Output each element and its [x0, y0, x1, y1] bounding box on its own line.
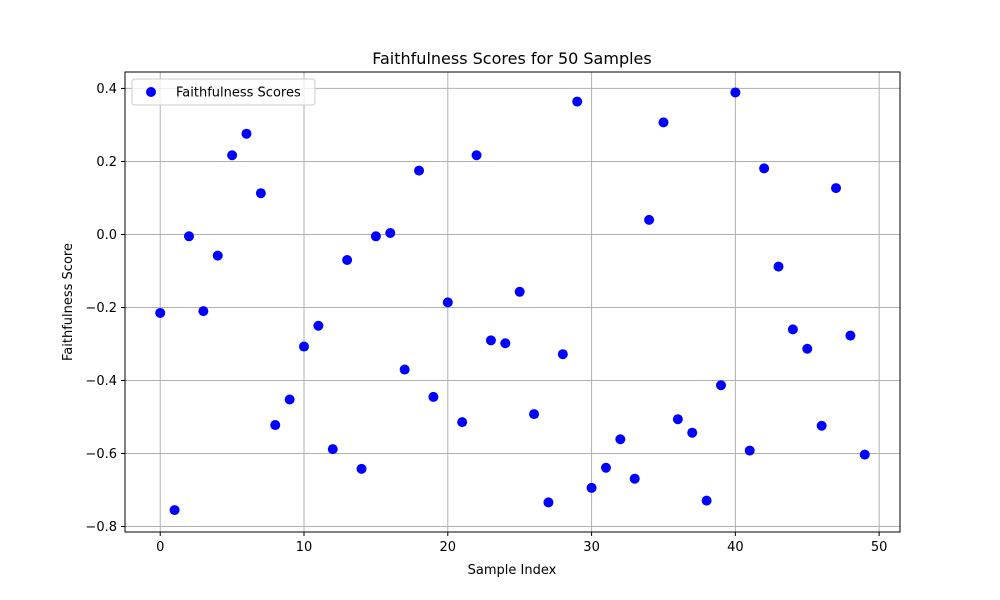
x-tick-label: 0 [156, 540, 164, 555]
data-point [629, 473, 640, 484]
data-point [356, 463, 367, 474]
data-point [701, 495, 712, 506]
x-tick-label: 30 [583, 540, 600, 555]
data-point [759, 163, 770, 174]
data-point [212, 250, 223, 261]
data-point [845, 330, 856, 341]
data-point [471, 150, 482, 161]
x-tick-label: 20 [440, 540, 457, 555]
data-point [169, 505, 180, 516]
data-point [672, 414, 683, 425]
data-point [658, 117, 669, 128]
axis-ticks: 0 10 20 30 40 50 −0.8 −0.6 −0.4 −0.2 0.0 0.2 0.4 [85, 82, 887, 555]
legend-marker [146, 87, 156, 97]
data-point [299, 341, 310, 352]
data-point [543, 497, 554, 508]
data-point [313, 320, 324, 331]
data-point [370, 231, 381, 242]
legend-box [131, 78, 316, 106]
data-point [183, 231, 194, 242]
data-point [442, 297, 453, 308]
data-point [687, 427, 698, 438]
data-points [155, 87, 870, 516]
data-point [600, 462, 611, 473]
data-point [831, 183, 842, 194]
y-tick-label: 0.4 [96, 82, 117, 97]
x-tick-label: 50 [871, 540, 888, 555]
data-point [572, 96, 583, 107]
data-point [284, 394, 295, 405]
data-point [859, 449, 870, 460]
chart-title: Faithfulness Scores for 50 Samples [372, 49, 651, 68]
data-point [198, 306, 209, 317]
y-tick-label: 0.2 [96, 155, 117, 170]
legend: Faithfulness Scores [131, 78, 316, 106]
y-tick-label: −0.6 [85, 447, 117, 462]
data-point [255, 188, 266, 199]
data-point [773, 261, 784, 272]
data-point [485, 335, 496, 346]
data-point [270, 420, 281, 431]
plot-frame [124, 71, 901, 533]
data-point [155, 307, 166, 318]
y-tick-label: −0.8 [85, 520, 117, 535]
data-point [730, 87, 741, 98]
legend-label: Faithfulness Scores [176, 86, 301, 101]
data-point [342, 255, 353, 266]
data-point [529, 409, 540, 420]
data-point [414, 165, 425, 176]
data-point [715, 380, 726, 391]
data-point [241, 128, 252, 139]
y-axis-label: Faithfulness Score [61, 243, 76, 361]
data-point [816, 420, 827, 431]
data-point [644, 214, 655, 225]
data-point [428, 391, 439, 402]
data-point [787, 324, 798, 335]
y-tick-label: −0.4 [85, 374, 117, 389]
data-point [500, 338, 511, 349]
data-point [227, 150, 238, 161]
data-point [457, 417, 468, 428]
data-point [615, 434, 626, 445]
data-point [557, 349, 568, 360]
y-tick-label: −0.2 [85, 301, 117, 316]
x-tick-label: 40 [727, 540, 744, 555]
data-point [744, 445, 755, 456]
data-point [399, 364, 410, 375]
y-tick-label: 0.0 [96, 228, 117, 243]
data-point [802, 343, 813, 354]
data-point [327, 444, 338, 455]
data-point [586, 482, 597, 493]
data-point [514, 286, 525, 297]
x-tick-label: 10 [296, 540, 313, 555]
data-point [385, 228, 396, 238]
x-axis-label: Sample Index [468, 563, 557, 578]
